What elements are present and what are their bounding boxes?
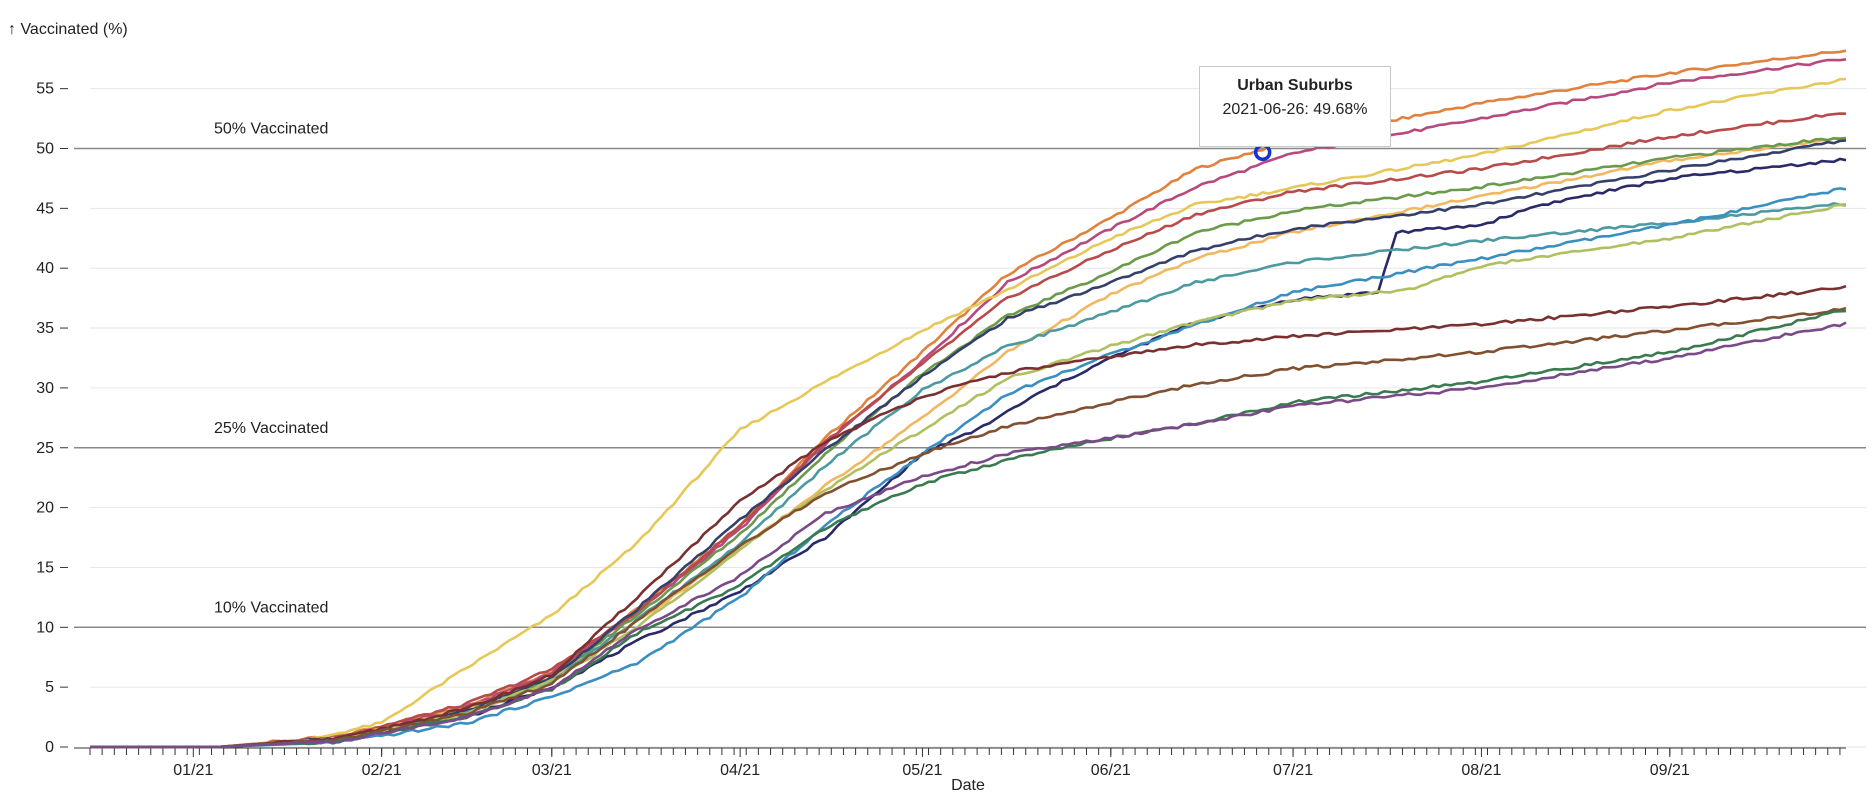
tooltip-series-name: Urban Suburbs (1237, 77, 1353, 94)
series-line[interactable] (90, 77, 1847, 749)
series-lines (90, 49, 1847, 749)
x-tick-label: 01/21 (173, 762, 213, 779)
y-tick-label: 15 (36, 559, 54, 576)
y-tick-label: 45 (36, 200, 54, 217)
y-tick-label: 35 (36, 320, 54, 337)
x-tick-label: 04/21 (720, 762, 760, 779)
y-axis-title: ↑ Vaccinated (%) (8, 21, 128, 38)
x-tick-label: 02/21 (362, 762, 402, 779)
series-line[interactable] (90, 306, 1847, 749)
x-tick-label: 09/21 (1650, 762, 1690, 779)
x-tick-label: 05/21 (902, 762, 942, 779)
series-line[interactable] (90, 112, 1847, 749)
series-line[interactable] (90, 136, 1847, 749)
series-line[interactable] (90, 187, 1847, 749)
highlight-marker (1253, 143, 1272, 162)
series-line[interactable] (90, 49, 1847, 749)
y-tick-label: 5 (45, 679, 54, 696)
y-tick-label: 0 (45, 739, 54, 756)
series-line[interactable] (90, 321, 1847, 749)
series-line[interactable] (90, 284, 1847, 749)
x-tick-label: 03/21 (532, 762, 572, 779)
reference-line-label: 50% Vaccinated (214, 121, 328, 138)
x-tick-label: 06/21 (1091, 762, 1131, 779)
reference-line-label: 25% Vaccinated (214, 420, 328, 437)
y-tick-label: 40 (36, 260, 54, 277)
reference-line-label: 10% Vaccinated (214, 599, 328, 616)
axes: ↑ Vaccinated (%) Date 0 5 10 15 20 25 30 35 40 45… (8, 21, 1846, 794)
x-tick-label: 08/21 (1461, 762, 1501, 779)
y-tick-label: 55 (36, 81, 54, 98)
series-line[interactable] (90, 136, 1847, 749)
reference-lines: 50% Vaccinated 25% Vaccinated 10% Vaccinat… (74, 121, 1866, 629)
series-line[interactable] (90, 309, 1847, 749)
x-tick-label: 07/21 (1273, 762, 1313, 779)
y-tick-label: 30 (36, 380, 54, 397)
y-tick-label: 20 (36, 500, 54, 517)
series-line[interactable] (90, 157, 1847, 749)
series-line[interactable] (90, 203, 1847, 749)
highlight-point-marker[interactable] (1253, 143, 1272, 162)
x-axis-title: Date (951, 777, 985, 794)
gridlines (90, 88, 1866, 748)
y-tick-label: 25 (36, 440, 54, 457)
hover-tooltip: Urban Suburbs 2021-06-26: 49.68% (1199, 66, 1391, 147)
y-tick-label: 10 (36, 619, 54, 636)
tooltip-value: 2021-06-26: 49.68% (1222, 101, 1368, 118)
y-tick-label: 50 (36, 141, 54, 158)
x-minor-ticks (89, 748, 1841, 755)
series-line[interactable] (90, 202, 1846, 749)
